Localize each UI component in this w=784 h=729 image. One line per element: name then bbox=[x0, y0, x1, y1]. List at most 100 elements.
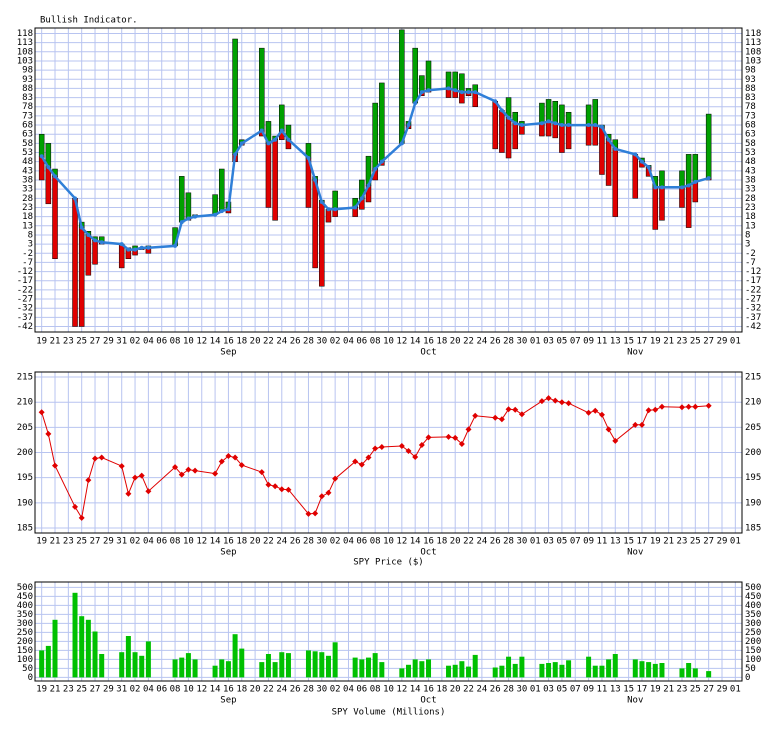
x-tick-label: 08 bbox=[170, 685, 181, 695]
x-tick-label: 18 bbox=[236, 685, 247, 695]
x-tick-label: 04 bbox=[143, 337, 154, 347]
indicator-point bbox=[419, 90, 424, 95]
x-tick-label: 16 bbox=[423, 337, 434, 347]
price-point bbox=[412, 454, 419, 461]
x-tick-label: 18 bbox=[436, 537, 447, 547]
indicator-point bbox=[119, 242, 124, 247]
x-tick-label: 23 bbox=[63, 685, 74, 695]
volume-bar bbox=[586, 656, 592, 678]
y-tick-label-right: 48 bbox=[745, 157, 756, 167]
volume-bar bbox=[566, 660, 572, 678]
x-tick-label: 01 bbox=[530, 337, 541, 347]
y-tick-label-right: 250 bbox=[745, 628, 761, 638]
price-point bbox=[318, 493, 325, 500]
price-point bbox=[118, 463, 125, 470]
y-tick-label-right: 98 bbox=[745, 66, 756, 76]
up-bar bbox=[412, 47, 418, 104]
indicator-point bbox=[406, 123, 411, 128]
indicator-point bbox=[239, 141, 244, 146]
x-tick-label: 18 bbox=[236, 537, 247, 547]
indicator-point bbox=[466, 90, 471, 95]
x-tick-label: 06 bbox=[356, 685, 367, 695]
y-tick-label-right: 200 bbox=[745, 448, 761, 458]
y-tick-label: 93 bbox=[22, 75, 33, 85]
x-tick-label: 28 bbox=[503, 537, 514, 547]
indicator-point bbox=[366, 183, 371, 188]
x-tick-label: 22 bbox=[463, 537, 474, 547]
x-tick-label: 16 bbox=[423, 537, 434, 547]
volume-bar bbox=[632, 659, 638, 678]
volume-bar bbox=[646, 662, 652, 678]
x-tick-label: 02 bbox=[330, 537, 341, 547]
x-tick-label: 28 bbox=[303, 537, 314, 547]
price-point bbox=[705, 402, 712, 409]
volume-bar bbox=[192, 659, 198, 678]
indicator-point bbox=[359, 196, 364, 201]
down-bar bbox=[45, 166, 52, 205]
x-tick-label: 14 bbox=[210, 337, 221, 347]
x-tick-label: 31 bbox=[116, 537, 127, 547]
price-point bbox=[425, 434, 432, 441]
x-tick-label: 25 bbox=[690, 537, 701, 547]
x-tick-label: 10 bbox=[183, 537, 194, 547]
x-tick-label: 23 bbox=[677, 685, 688, 695]
volume-bar bbox=[399, 668, 405, 678]
y-tick-label: 50 bbox=[22, 664, 33, 674]
y-tick-label-right: 300 bbox=[745, 619, 761, 629]
y-tick-label-right: 83 bbox=[745, 93, 756, 103]
y-tick-label: 18 bbox=[22, 212, 33, 222]
indicator-point bbox=[279, 128, 284, 133]
y-tick-label: 13 bbox=[22, 221, 33, 231]
volume-bar bbox=[119, 652, 125, 678]
indicator-point bbox=[686, 183, 691, 188]
x-tick-label: 28 bbox=[303, 337, 314, 347]
price-point bbox=[445, 433, 452, 440]
indicator-point bbox=[413, 101, 418, 106]
x-tick-label: 18 bbox=[436, 685, 447, 695]
x-tick-label: 28 bbox=[503, 685, 514, 695]
x-tick-label: 24 bbox=[276, 685, 287, 695]
indicator-point bbox=[613, 146, 618, 151]
down-bar bbox=[659, 187, 665, 221]
volume-bar bbox=[412, 659, 418, 678]
y-tick-label: 103 bbox=[17, 56, 33, 66]
x-tick-label: 12 bbox=[196, 685, 207, 695]
x-tick-label: 07 bbox=[570, 337, 581, 347]
volume-bar bbox=[372, 653, 378, 678]
price-point bbox=[678, 404, 685, 411]
x-tick-label: 27 bbox=[90, 537, 101, 547]
price-point bbox=[145, 488, 152, 495]
price-point bbox=[238, 462, 245, 469]
y-tick-label: 108 bbox=[17, 47, 33, 57]
price-point bbox=[605, 426, 612, 433]
price-point bbox=[132, 474, 139, 481]
y-tick-label-right: 118 bbox=[745, 29, 761, 39]
up-bar bbox=[38, 133, 45, 157]
y-tick-label: 205 bbox=[17, 423, 33, 433]
x-tick-label: 25 bbox=[76, 337, 87, 347]
up-bar bbox=[425, 60, 432, 91]
volume-bar bbox=[499, 665, 505, 678]
indicator-point bbox=[213, 212, 218, 217]
price-point bbox=[232, 454, 239, 461]
x-tick-label: 15 bbox=[623, 537, 634, 547]
volume-bar bbox=[219, 659, 225, 678]
y-tick-label: 500 bbox=[17, 583, 33, 593]
up-bar bbox=[445, 71, 452, 89]
indicator-point bbox=[86, 232, 91, 237]
x-tick-label: 28 bbox=[503, 337, 514, 347]
y-tick-label: -37 bbox=[17, 313, 33, 323]
price-point bbox=[172, 464, 179, 471]
volume-bar bbox=[305, 650, 311, 678]
volume-bar bbox=[225, 661, 231, 678]
y-tick-label: -27 bbox=[17, 295, 33, 305]
y-tick-label: 98 bbox=[22, 66, 33, 76]
x-tick-label: 30 bbox=[516, 337, 527, 347]
y-tick-label-right: 210 bbox=[745, 398, 761, 408]
up-bar bbox=[685, 154, 692, 186]
indicator-point bbox=[73, 196, 78, 201]
price-point bbox=[285, 486, 292, 493]
x-tick-label: 26 bbox=[290, 337, 301, 347]
price-point bbox=[125, 490, 132, 497]
x-tick-label: 26 bbox=[490, 685, 501, 695]
